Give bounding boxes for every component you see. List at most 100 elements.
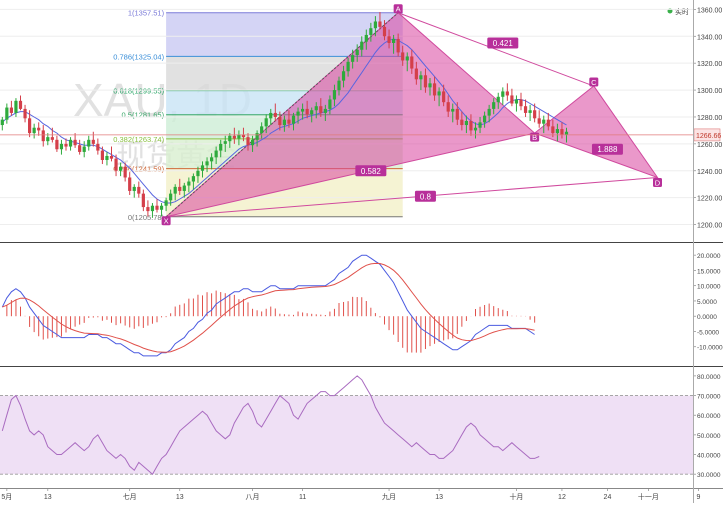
candle bbox=[241, 127, 246, 142]
harmonic-ratio-badge bbox=[414, 190, 436, 202]
candle bbox=[18, 95, 23, 111]
harmonic-point-b[interactable]: B bbox=[530, 132, 540, 142]
harmonic-point-label: D bbox=[655, 178, 661, 187]
candle-body bbox=[214, 150, 218, 158]
price-tick-label: 1200.00 bbox=[697, 223, 722, 230]
time-tick-label: 十一月 bbox=[638, 492, 659, 501]
harmonic-triangle-xab[interactable] bbox=[165, 12, 536, 218]
candle-body bbox=[483, 115, 487, 123]
candle bbox=[264, 114, 268, 134]
harmonic-ratio[interactable]: 0.421 bbox=[487, 37, 519, 49]
candle bbox=[341, 65, 346, 88]
candle bbox=[419, 71, 423, 91]
candle-body bbox=[228, 135, 232, 142]
harmonic-point-d[interactable]: D bbox=[653, 177, 662, 187]
candle bbox=[178, 178, 182, 195]
price-tick-label: 1340.00 bbox=[697, 34, 722, 41]
candle-body bbox=[328, 99, 332, 109]
candle bbox=[392, 34, 396, 54]
candle bbox=[114, 154, 118, 177]
candle-body bbox=[255, 133, 259, 140]
candle bbox=[523, 99, 528, 117]
candle-body bbox=[519, 99, 523, 107]
harmonic-ratio[interactable]: 0.8 bbox=[414, 190, 436, 202]
price-tick-label: 1280.00 bbox=[697, 115, 722, 122]
candle-body bbox=[296, 111, 300, 116]
candle bbox=[410, 49, 414, 74]
candle-body bbox=[314, 106, 318, 111]
harmonic-ratio[interactable]: 0.582 bbox=[355, 165, 387, 177]
candle bbox=[346, 57, 350, 77]
macd-tick-label: 10.0000 bbox=[697, 284, 721, 291]
harmonic-pattern[interactable] bbox=[165, 12, 659, 218]
candle bbox=[219, 139, 223, 158]
candle-body bbox=[246, 137, 250, 146]
candle-body bbox=[560, 129, 564, 135]
harmonic-ratio-label: 0.421 bbox=[493, 39, 514, 48]
candle-body bbox=[9, 107, 13, 113]
candle bbox=[546, 112, 550, 131]
time-axis: 5月 13 七月 13 八月 11 九月 13 十月 12 24 十一月 9 bbox=[1, 488, 700, 501]
candle bbox=[355, 44, 359, 62]
candle-body bbox=[41, 130, 45, 142]
candle-body bbox=[533, 110, 537, 119]
macd-tick-label: 5.0000 bbox=[697, 299, 717, 306]
candle-body bbox=[164, 200, 168, 206]
candle bbox=[5, 103, 9, 124]
candle-body bbox=[305, 108, 309, 115]
candle bbox=[405, 52, 409, 72]
candle-body bbox=[319, 106, 323, 113]
candle-body bbox=[382, 26, 387, 37]
rsi-tick-label: 50.0000 bbox=[697, 433, 721, 440]
candle-body bbox=[210, 157, 214, 162]
candle bbox=[428, 77, 432, 96]
time-tick-label: 9 bbox=[696, 494, 700, 501]
candle-body bbox=[141, 193, 145, 208]
candle bbox=[451, 103, 455, 123]
candle bbox=[87, 135, 91, 151]
candle-body bbox=[50, 137, 54, 140]
rsi-tick-label: 30.0000 bbox=[697, 472, 721, 479]
rsi-tick-label: 40.0000 bbox=[697, 453, 721, 460]
harmonic-point-a[interactable]: A bbox=[393, 4, 403, 14]
mode-label[interactable]: 实时 bbox=[675, 7, 689, 16]
candle-body bbox=[505, 91, 509, 96]
candle-body bbox=[223, 141, 227, 144]
candle bbox=[528, 104, 532, 121]
candle bbox=[169, 189, 173, 206]
candle-body bbox=[241, 134, 246, 138]
candle-body bbox=[546, 119, 550, 127]
candle bbox=[14, 98, 18, 117]
rsi-tick-label: 80.0000 bbox=[697, 374, 721, 381]
candle-body bbox=[346, 61, 350, 72]
harmonic-ratio-line[interactable] bbox=[166, 176, 658, 218]
candle-body bbox=[373, 21, 377, 29]
harmonic-ratio-line[interactable] bbox=[397, 12, 594, 87]
candle bbox=[232, 127, 236, 144]
candle-body bbox=[291, 115, 296, 124]
candle bbox=[328, 95, 332, 115]
candle-body bbox=[392, 38, 396, 43]
rsi-tick-label: 60.0000 bbox=[697, 413, 721, 420]
candle bbox=[59, 139, 64, 155]
candle bbox=[23, 104, 27, 123]
candle bbox=[305, 100, 309, 119]
candle-body bbox=[410, 56, 414, 69]
harmonic-triangle-bcd[interactable] bbox=[533, 85, 659, 179]
harmonic-ratio[interactable]: 1.888 bbox=[591, 143, 623, 155]
harmonic-point-c[interactable]: C bbox=[589, 77, 599, 87]
price-tick-label: 1320.00 bbox=[697, 61, 722, 68]
macd-tick-label: 20.0000 bbox=[697, 253, 721, 260]
candle-body bbox=[269, 112, 273, 119]
candle-body bbox=[46, 137, 50, 142]
harmonic-point-x[interactable]: X bbox=[161, 216, 171, 226]
time-tick-label: 九月 bbox=[382, 492, 396, 501]
candle-body bbox=[159, 205, 164, 210]
candle bbox=[496, 92, 500, 109]
candle-body bbox=[68, 139, 73, 147]
candle-body bbox=[109, 155, 114, 159]
candle-body bbox=[119, 166, 123, 171]
candle-body bbox=[455, 108, 459, 120]
candle-body bbox=[473, 127, 478, 131]
